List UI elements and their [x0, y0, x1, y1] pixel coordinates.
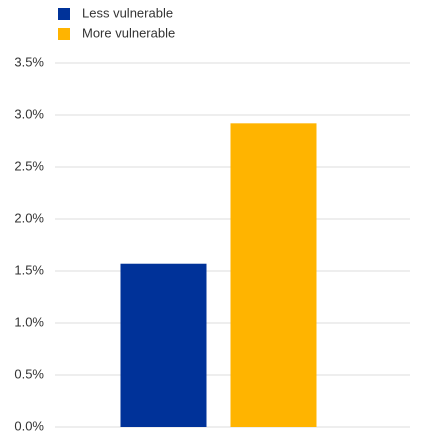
y-tick-label: 0.5%	[14, 366, 44, 381]
y-tick-label: 2.0%	[14, 210, 44, 225]
legend-swatch	[58, 8, 70, 20]
y-tick-label: 1.0%	[14, 314, 44, 329]
legend-label: More vulnerable	[82, 25, 175, 40]
y-tick-label: 2.5%	[14, 158, 44, 173]
bar	[120, 263, 207, 427]
legend-label: Less vulnerable	[82, 5, 173, 20]
y-tick-label: 3.0%	[14, 106, 44, 121]
bar	[230, 123, 317, 427]
legend-swatch	[58, 28, 70, 40]
y-tick-label: 1.5%	[14, 262, 44, 277]
y-tick-label: 3.5%	[14, 54, 44, 69]
y-tick-label: 0.0%	[14, 418, 44, 433]
